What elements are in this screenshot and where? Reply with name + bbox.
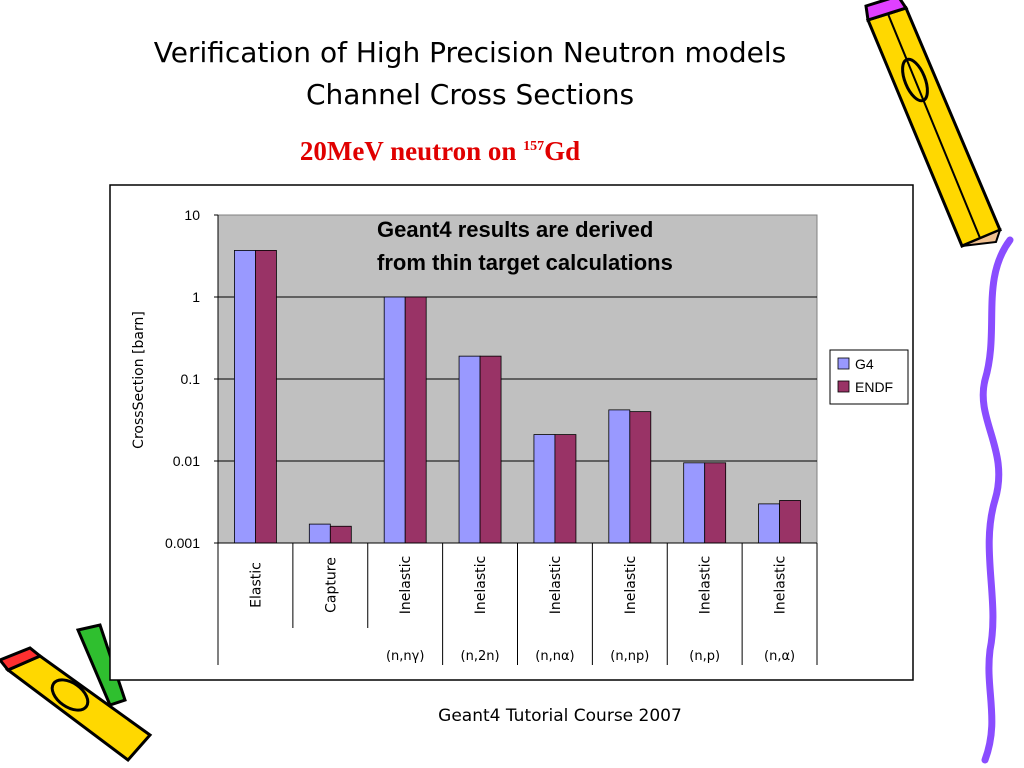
y-tick-label: 0.01 xyxy=(173,453,200,469)
chart-annotation-line1: Geant4 results are derived xyxy=(377,217,653,242)
x-subcategory-label: (n,nγ) xyxy=(386,649,424,664)
chart-annotation-line2: from thin target calculations xyxy=(377,250,673,275)
y-axis-label: CrossSection [barn] xyxy=(131,311,147,449)
bar-endf-7 xyxy=(779,500,801,544)
y-tick-label: 10 xyxy=(184,207,200,223)
slide-footer: Geant4 Tutorial Course 2007 xyxy=(438,706,682,726)
bar-g4-7 xyxy=(758,503,780,544)
x-tick-label: Capture xyxy=(323,557,339,613)
y-tick-label: 0.001 xyxy=(165,535,200,551)
x-subcategory-label: (n,p) xyxy=(689,649,720,664)
y-tick-label: 0.1 xyxy=(181,371,201,387)
bar-endf-3 xyxy=(479,355,502,544)
x-tick-label: Inelastic xyxy=(398,556,414,614)
bar-g4-0 xyxy=(234,250,256,544)
x-subcategory-label: (n,2n) xyxy=(461,649,500,664)
bar-endf-0 xyxy=(255,250,277,544)
x-tick-label: Inelastic xyxy=(773,556,789,614)
legend-swatch-endf xyxy=(837,380,850,393)
x-subcategory-label: (n,np) xyxy=(610,649,649,664)
squiggle-decoration xyxy=(979,236,1014,764)
x-tick-label: Inelastic xyxy=(473,556,489,614)
y-tick-label: 1 xyxy=(192,289,200,305)
pencil-icon-top-right xyxy=(864,0,1002,248)
slide-subtitle: 20MeV neutron on 157Gd xyxy=(200,136,680,167)
bar-g4-6 xyxy=(683,462,706,544)
slide-title-line1: Verification of High Precision Neutron m… xyxy=(153,36,787,69)
x-tick-label: Inelastic xyxy=(623,556,639,614)
legend-label-endf: ENDF xyxy=(855,379,893,395)
slide-title-line2: Channel Cross Sections xyxy=(305,78,635,111)
x-tick-label: Inelastic xyxy=(548,556,564,614)
bar-g4-5 xyxy=(608,409,631,544)
subtitle-main: 20MeV neutron on xyxy=(299,136,524,166)
bar-endf-2 xyxy=(404,296,427,544)
pencil-icon-bottom-left xyxy=(0,623,153,763)
bar-g4-3 xyxy=(458,355,481,544)
x-subcategory-label: (n,nα) xyxy=(535,649,574,664)
bar-g4-2 xyxy=(383,296,406,544)
bar-endf-4 xyxy=(554,434,577,544)
bar-endf-5 xyxy=(629,411,652,544)
bar-endf-1 xyxy=(329,525,352,544)
bar-g4-1 xyxy=(308,523,331,544)
subtitle-element: Gd xyxy=(544,136,581,166)
bar-endf-6 xyxy=(704,462,727,544)
legend-label-g4: G4 xyxy=(855,356,874,372)
x-tick-label: Elastic xyxy=(248,562,264,608)
bar-g4-4 xyxy=(533,434,556,544)
x-tick-label: Inelastic xyxy=(698,556,714,614)
legend-swatch-g4 xyxy=(837,357,850,370)
x-subcategory-label: (n,α) xyxy=(764,649,795,664)
subtitle-isotope-mass: 157 xyxy=(523,139,545,154)
